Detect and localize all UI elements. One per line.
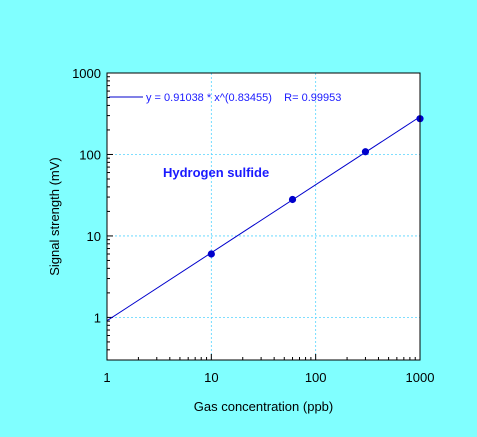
y-axis-label: Signal strength (mV) (47, 157, 62, 276)
data-point (207, 250, 215, 258)
x-tick-label: 1000 (406, 370, 435, 385)
x-axis-label: Gas concentration (ppb) (194, 399, 333, 414)
legend: y = 0.91038 * x^(0.83455) R= 0.99953 (109, 92, 341, 104)
grid-lines (107, 73, 420, 360)
x-tick-label: 1 (103, 370, 110, 385)
plot-frame (106, 72, 421, 361)
annotation-hydrogen-sulfide: Hydrogen sulfide (163, 165, 269, 180)
y-tick-label: 1000 (72, 66, 101, 81)
x-tick-labels: 1 10 100 1000 (103, 370, 434, 385)
x-tick-label: 10 (204, 370, 218, 385)
y-tick-label: 100 (79, 147, 101, 162)
data-point (288, 195, 297, 204)
data-points (207, 115, 424, 258)
data-point (361, 148, 370, 156)
y-tick-label: 10 (87, 229, 101, 244)
y-tick-label: 1 (94, 310, 101, 325)
y-tick-labels: 1 10 100 1000 (72, 66, 101, 325)
legend-fit-equation: y = 0.91038 * x^(0.83455) R= 0.99953 (146, 92, 341, 104)
x-tick-label: 100 (305, 370, 327, 385)
plot-area (107, 73, 420, 360)
